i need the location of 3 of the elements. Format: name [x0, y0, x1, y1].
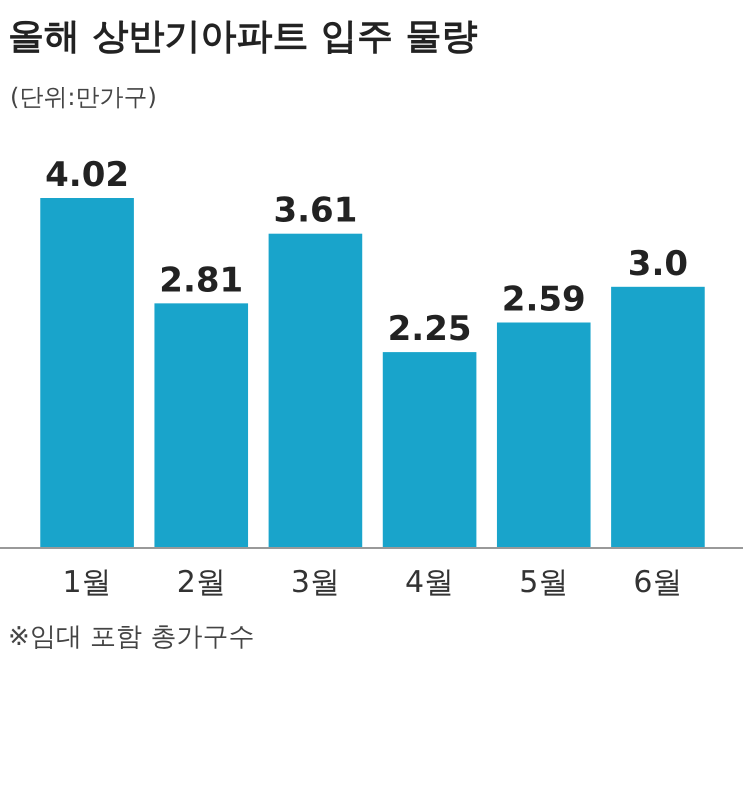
- subtitle: (단위:만가구): [10, 83, 157, 111]
- annotation: ※임대 포함 총가구수: [8, 622, 254, 652]
- title: 올해 상반기아파트 입주 물량: [8, 16, 478, 57]
